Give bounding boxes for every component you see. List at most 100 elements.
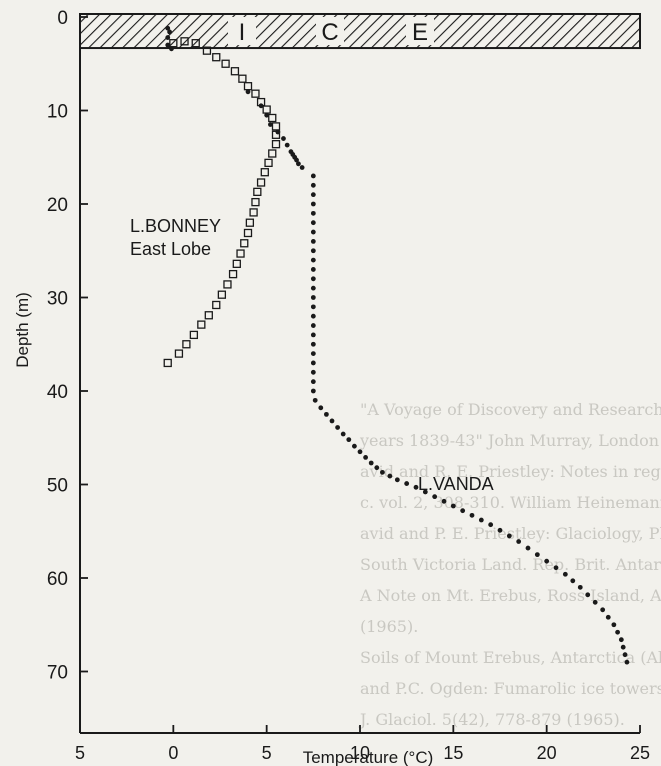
vanda-data-point xyxy=(525,545,531,551)
bonney-data-point xyxy=(232,259,241,268)
vanda-data-point xyxy=(506,533,512,539)
bonney-data-point xyxy=(202,46,212,55)
vanda-data-point xyxy=(310,323,316,328)
bonney-data-point xyxy=(262,105,271,114)
vanda-data-point xyxy=(324,411,329,417)
vanda-data-point xyxy=(363,454,368,460)
y-tick-label: 30 xyxy=(47,289,68,310)
bonney-data-point xyxy=(256,178,266,187)
vanda-data-point xyxy=(585,592,591,598)
vanda-data-point xyxy=(615,629,620,635)
bonney-data-point xyxy=(268,149,277,158)
vanda-data-point xyxy=(622,652,628,658)
vanda-data-point xyxy=(516,539,522,544)
vanda-data-point xyxy=(534,552,540,558)
vanda-data-point xyxy=(310,369,316,375)
bonney-data-point xyxy=(174,349,184,358)
vanda-data-point xyxy=(310,239,316,244)
vanda-data-point xyxy=(368,460,374,466)
vanda-data-point xyxy=(562,571,568,577)
vanda-data-point xyxy=(310,210,316,216)
bonney-data-point xyxy=(243,82,253,91)
bonney-data-point xyxy=(260,168,269,177)
vanda-data-point xyxy=(340,431,346,437)
vanda-data-point xyxy=(245,89,251,95)
bonney-data-point xyxy=(249,208,258,217)
vanda-data-point xyxy=(310,248,316,254)
vanda-data-point xyxy=(605,614,611,620)
vanda-data-point xyxy=(275,129,281,135)
vanda-data-point xyxy=(312,397,318,403)
x-tick-label: 25 xyxy=(630,743,650,763)
x-tick-label: 0 xyxy=(168,743,178,763)
vanda-data-point xyxy=(620,644,626,650)
x-axis-label: Temperature (°C) xyxy=(303,748,434,766)
vanda-data-point xyxy=(422,489,428,495)
vanda-data-point xyxy=(469,512,475,518)
bonney-data-point xyxy=(230,67,240,76)
ice-letter: I xyxy=(239,19,246,46)
vanda-data-point xyxy=(544,558,550,564)
vanda-data-point xyxy=(357,449,363,455)
series-label: East Lobe xyxy=(130,239,211,259)
vanda-data-point xyxy=(310,379,316,385)
y-tick-label: 50 xyxy=(47,476,68,497)
vanda-data-point xyxy=(570,578,576,584)
bonney-data-point xyxy=(223,280,232,289)
vanda-data-point xyxy=(169,46,174,52)
ice-letter-box xyxy=(406,17,434,46)
ice-hatch-band xyxy=(79,13,641,50)
bonney-data-point xyxy=(271,140,281,149)
y-tick-label: 60 xyxy=(47,569,68,590)
bonney-data-point xyxy=(169,39,178,48)
bonney-data-point xyxy=(253,187,262,196)
vanda-data-point xyxy=(268,122,273,127)
vanda-data-point xyxy=(460,508,466,514)
vanda-data-point xyxy=(450,503,456,509)
data-marks xyxy=(163,25,630,665)
vanda-data-point xyxy=(296,161,301,167)
vanda-data-point xyxy=(318,405,324,411)
vanda-data-point xyxy=(310,229,316,235)
bonney-data-point xyxy=(189,330,199,340)
bonney-data-point xyxy=(204,311,213,320)
bonney-data-point xyxy=(245,218,255,227)
vanda-data-point xyxy=(310,295,316,300)
bonney-data-point xyxy=(236,249,245,258)
vanda-data-point xyxy=(374,465,380,471)
series-labels: L.BONNEY East Lobe L.VANDA xyxy=(130,216,494,494)
ice-letter: E xyxy=(412,19,428,46)
x-tick-label: 20 xyxy=(537,743,557,763)
vanda-data-point xyxy=(497,527,503,533)
vanda-data-point xyxy=(310,267,316,272)
vanda-data-point xyxy=(618,637,624,643)
vanda-data-point xyxy=(165,35,171,40)
ice-letter-box xyxy=(316,17,344,46)
bonney-data-point xyxy=(243,228,253,238)
vanda-data-point xyxy=(352,443,357,449)
vanda-data-point xyxy=(281,136,286,141)
vanda-data-point xyxy=(600,607,606,613)
vanda-data-point xyxy=(488,522,494,528)
vanda-data-point xyxy=(310,341,316,347)
bonney-data-point xyxy=(268,113,277,123)
vanda-data-point xyxy=(284,142,290,148)
y-tick-label: 0 xyxy=(57,8,68,29)
vanda-data-point xyxy=(478,517,484,523)
vanda-data-point xyxy=(310,285,316,291)
vanda-data-point xyxy=(432,494,438,500)
vanda-data-point xyxy=(441,498,447,504)
vanda-data-point xyxy=(310,304,316,310)
vanda-data-point xyxy=(310,360,316,366)
x-tick-label: 5 xyxy=(75,743,85,763)
y-tick-label: 20 xyxy=(47,195,68,216)
vanda-data-point xyxy=(346,437,352,443)
vanda-data-point xyxy=(310,192,316,198)
vanda-data-point xyxy=(310,173,316,179)
vanda-data-point xyxy=(624,659,630,665)
bonney-data-point xyxy=(191,39,200,48)
bonney-data-point xyxy=(240,239,249,248)
vanda-data-point xyxy=(310,388,316,394)
